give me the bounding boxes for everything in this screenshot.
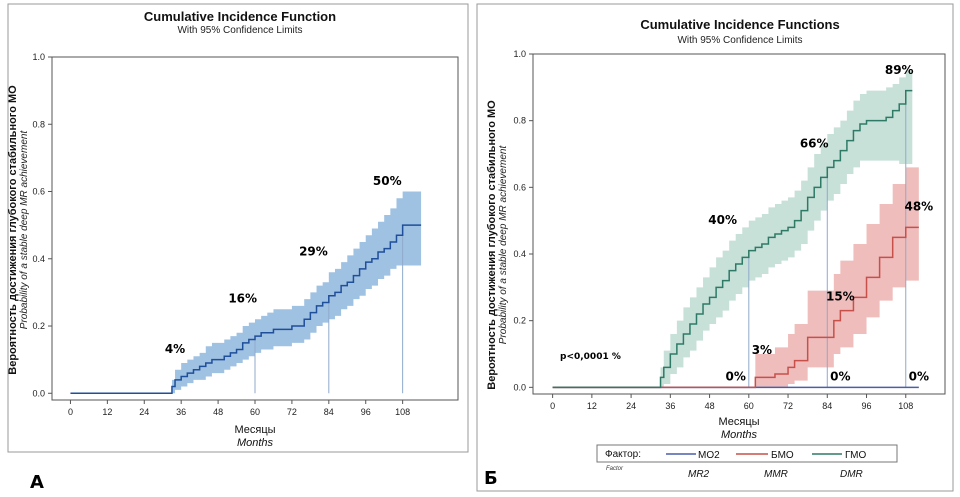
- panel-a-ytick-label: 0.4: [32, 254, 45, 264]
- panel-b-annotation: 0%: [909, 370, 929, 384]
- panel-a-xtick-label: 60: [250, 407, 260, 417]
- panel-b-subtitle: With 95% Confidence Limits: [677, 35, 802, 46]
- panel-a-border: [7, 3, 469, 453]
- panel-b-xtick-label: 24: [626, 401, 636, 411]
- panel-b-ytick-label: 1.0: [513, 49, 526, 59]
- panel-a-series-0-ci-band: [70, 191, 422, 394]
- panel-b-pvalue: p<0,0001 %: [560, 352, 621, 362]
- panel-b-xlabel-en: Months: [721, 429, 758, 441]
- panel-a-xtick-label: 24: [139, 407, 149, 417]
- panel-b-ylabel-en: Probability of a stable deep MR achievem…: [498, 145, 509, 345]
- panel-a-xtick-label: 108: [395, 407, 410, 417]
- panel-a-ytick-label: 0.6: [32, 187, 45, 197]
- panel-b-title: Cumulative Incidence Functions: [640, 17, 839, 32]
- legend-label-mmr: БМО: [771, 450, 794, 461]
- legend-label-en-dmr: DMR: [840, 469, 863, 480]
- panel-a-xtick-label: 72: [287, 407, 297, 417]
- panel-b: Cumulative Incidence Functions With 95% …: [476, 3, 954, 492]
- legend-label-en-mmr: MMR: [764, 469, 788, 480]
- panel-a-annotation: 16%: [228, 291, 257, 305]
- panel-b-annotation: 0%: [726, 370, 746, 384]
- panel-a-axes: 0.0 0.2 0.4 0.6 0.8 1.0 0 12 24 36 48 60 72 84 96 108: [32, 52, 410, 417]
- panel-a-subtitle: With 95% Confidence Limits: [177, 25, 302, 36]
- panel-b-xtick-label: 0: [550, 401, 555, 411]
- panel-b-series-2-line: [552, 89, 913, 389]
- panel-b-series-1-line: [552, 226, 919, 389]
- panel-a-xtick-label: 84: [324, 407, 334, 417]
- panel-a-annotation: 4%: [165, 342, 185, 356]
- legend-label-dmr: ГМО: [845, 450, 867, 461]
- legend-title-en: Factor: [606, 466, 624, 472]
- panel-a-letter: A: [30, 472, 44, 493]
- panel-b-annotation: 48%: [904, 200, 933, 214]
- panel-b-ytick-label: 0.6: [513, 182, 526, 192]
- panel-b-xlabel: Месяцы: [718, 416, 759, 428]
- panel-a-ylabel: Вероятность достижения глубокого стабиль…: [7, 85, 19, 375]
- panel-a-plot-area: 4% 16% 29% 50%: [70, 174, 422, 395]
- panel-a-xlabel: Месяцы: [234, 424, 275, 436]
- panel-a-xtick-label: 12: [102, 407, 112, 417]
- legend-label-mr2: МО2: [698, 450, 720, 461]
- panel-b-annotation: 3%: [752, 343, 772, 357]
- panel-b-xtick-label: 36: [665, 401, 675, 411]
- legend-title: Фактор:: [605, 449, 641, 460]
- legend-label-en-mr2: MR2: [688, 469, 710, 480]
- panel-a-series-0-line: [70, 224, 422, 395]
- panel-b-ytick-label: 0.0: [513, 382, 526, 392]
- panel-b-xtick-label: 84: [822, 401, 832, 411]
- panel-b-ytick-label: 0.8: [513, 116, 526, 126]
- panel-b-letter: Б: [484, 468, 498, 489]
- panel-b-xtick-label: 72: [783, 401, 793, 411]
- panel-a-xtick-label: 48: [213, 407, 223, 417]
- panel-a-ytick-label: 0.8: [32, 119, 45, 129]
- panel-b-annotation: 89%: [885, 63, 914, 77]
- panel-a-title: Cumulative Incidence Function: [144, 9, 336, 24]
- panel-a-ytick-label: 0.0: [32, 388, 45, 398]
- panel-a-xtick-label: 96: [361, 407, 371, 417]
- panel-b-legend: Фактор: МО2 БМО ГМО Factor MR2 MMR DMR: [596, 444, 898, 480]
- panel-a-xtick-label: 0: [68, 407, 73, 417]
- panel-b-annotation: 40%: [708, 213, 737, 227]
- panel-a-annotation: 50%: [373, 174, 402, 188]
- panel-b-annotation: 0%: [830, 370, 850, 384]
- panel-b-xtick-label: 48: [705, 401, 715, 411]
- panel-b-ylabel: Вероятность достижения глубокого стабиль…: [486, 100, 498, 390]
- panel-b-xtick-label: 60: [744, 401, 754, 411]
- panel-b-annotation: 66%: [800, 136, 829, 150]
- panel-a-xtick-label: 36: [176, 407, 186, 417]
- panel-b-xtick-label: 12: [587, 401, 597, 411]
- panel-b-ytick-label: 0.4: [513, 249, 526, 259]
- panel-b-ytick-label: 0.2: [513, 316, 526, 326]
- panel-a-annotation: 29%: [299, 244, 328, 258]
- panel-b-border: [476, 3, 954, 492]
- panel-b-series-2-ci-band: [552, 70, 913, 388]
- panel-a-ytick-label: 0.2: [32, 321, 45, 331]
- panel-a: Cumulative Incidence Function With 95% C…: [7, 3, 469, 453]
- panel-b-xtick-label: 96: [862, 401, 872, 411]
- panel-b-axes: 0.0 0.2 0.4 0.6 0.8 1.0 0 12 24 36 48 60 72 84 96 108: [513, 49, 913, 411]
- panel-b-plot-area: 40% 66% 89% 48% 15% 3% 0% 0% 0%: [552, 63, 933, 389]
- panel-a-xlabel-en: Months: [237, 437, 274, 449]
- panel-b-xtick-label: 108: [898, 401, 913, 411]
- panel-a-ylabel-en: Probability of a stable deep MR achievem…: [19, 130, 30, 330]
- panel-b-annotation: 15%: [826, 290, 855, 304]
- panel-a-ytick-label: 1.0: [32, 52, 45, 62]
